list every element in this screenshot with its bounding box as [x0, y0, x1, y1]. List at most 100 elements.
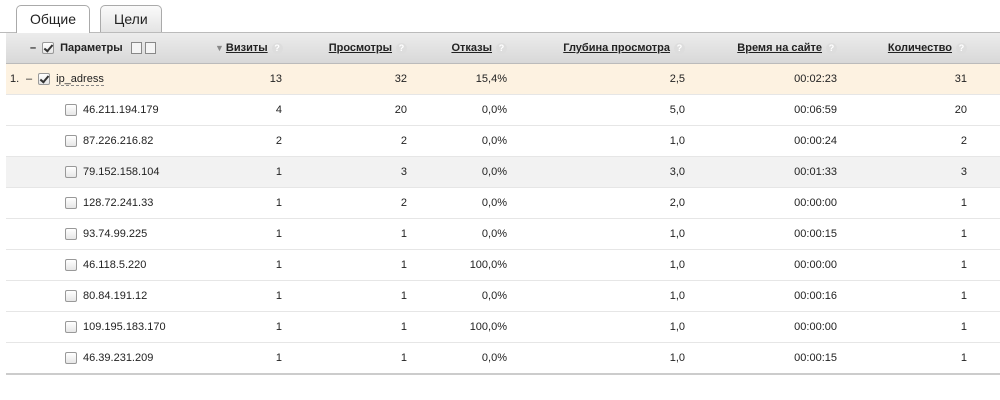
collapse-toggle[interactable]: – [30, 41, 37, 54]
spacer [975, 218, 1000, 250]
column-label[interactable]: Визиты [215, 42, 283, 54]
value-cell: 00:00:24 [693, 125, 845, 157]
spacer [975, 280, 1000, 312]
row-label: 80.84.191.12 [83, 289, 148, 302]
row-label: 128.72.241.33 [83, 196, 154, 209]
param-cell: 87.226.216.82 [6, 125, 215, 157]
checkbox[interactable] [65, 104, 77, 117]
row-index: 1. [10, 72, 20, 85]
value-cell: 0,0% [415, 280, 515, 312]
data-row: 46.39.231.209 1 1 0,0% 1,0 00:00:15 1 [6, 342, 1000, 375]
value-cell: 1 [845, 311, 975, 343]
value-cell: 0,0% [415, 342, 515, 375]
value-cell: 0,0% [415, 218, 515, 250]
param-cell: 93.74.99.225 [6, 218, 215, 250]
group-label[interactable]: ip_adress [56, 72, 104, 86]
data-row: 46.118.5.220 1 1 100,0% 1,0 00:00:00 1 [6, 249, 1000, 281]
value-cell: 0,0% [415, 156, 515, 188]
checkbox[interactable] [65, 166, 77, 179]
checkbox[interactable] [65, 352, 77, 365]
value-cell: 1,0 [515, 280, 693, 312]
value-cell: 1 [215, 342, 290, 375]
value-cell: 1 [845, 280, 975, 312]
value-cell: 1 [290, 280, 415, 312]
tab[interactable]: Общие [16, 5, 91, 33]
value-cell: 00:02:23 [693, 63, 845, 95]
checkbox[interactable] [65, 228, 77, 241]
spacer [975, 156, 1000, 188]
value-cell: 00:00:00 [693, 187, 845, 219]
column-label[interactable]: Глубина просмотра [563, 42, 685, 54]
tab[interactable]: Цели [100, 5, 162, 32]
value-cell: 3,0 [515, 156, 693, 188]
value-cell: 1,0 [515, 218, 693, 250]
param-cell: 46.211.194.179 [6, 94, 215, 126]
value-cell: 0,0% [415, 187, 515, 219]
value-cell: 1 [215, 187, 290, 219]
param-cell: 80.84.191.12 [6, 280, 215, 312]
icon [144, 42, 156, 55]
value-cell: 1,0 [515, 125, 693, 157]
value-cell: 2 [290, 125, 415, 157]
checkbox[interactable] [65, 197, 77, 210]
value-cell: 100,0% [415, 311, 515, 343]
tab-bar: Общие Цели [0, 0, 1000, 33]
header-cell: Визиты [215, 33, 290, 64]
spacer [975, 94, 1000, 126]
value-cell: 20 [845, 94, 975, 126]
value-cell: 00:00:00 [693, 311, 845, 343]
row-label: 46.39.231.209 [83, 351, 154, 364]
value-cell: 1 [215, 156, 290, 188]
icon [130, 42, 142, 55]
column-label[interactable]: Время на сайте [737, 42, 837, 54]
header-row: – Параметры Визиты Просмотры Отказы Глубина п… [6, 33, 1000, 64]
checkbox[interactable] [38, 73, 51, 86]
value-cell: 1 [215, 280, 290, 312]
value-cell: 13 [215, 63, 290, 95]
value-cell: 2,0 [515, 187, 693, 219]
value-cell: 1,0 [515, 342, 693, 375]
checkbox[interactable] [65, 290, 77, 303]
value-cell: 1 [290, 249, 415, 281]
data-row: 80.84.191.12 1 1 0,0% 1,0 00:00:16 1 [6, 280, 1000, 312]
header-cell: Время на сайте [693, 33, 845, 64]
value-cell: 3 [845, 156, 975, 188]
param-cell: 46.118.5.220 [6, 249, 215, 281]
value-cell: 00:01:33 [693, 156, 845, 188]
spacer [975, 187, 1000, 219]
checkbox[interactable] [65, 321, 77, 334]
collapse-toggle[interactable]: – [26, 72, 33, 85]
value-cell: 1 [290, 342, 415, 375]
value-cell: 4 [215, 94, 290, 126]
value-cell: 100,0% [415, 249, 515, 281]
column-label[interactable]: Просмотры [329, 42, 407, 54]
data-row: 79.152.158.104 1 3 0,0% 3,0 00:01:33 3 [6, 156, 1000, 188]
value-cell: 1,0 [515, 249, 693, 281]
header-cell [975, 33, 1000, 64]
value-cell: 00:00:16 [693, 280, 845, 312]
spacer [975, 249, 1000, 281]
header-cell: Глубина просмотра [515, 33, 693, 64]
checkbox[interactable] [65, 135, 77, 148]
spacer [975, 125, 1000, 157]
value-cell: 2,5 [515, 63, 693, 95]
value-cell: 1,0 [515, 311, 693, 343]
column-label[interactable]: Количество [888, 42, 967, 54]
value-cell: 1 [215, 218, 290, 250]
value-cell: 32 [290, 63, 415, 95]
value-cell: 31 [845, 63, 975, 95]
report-table: – Параметры Визиты Просмотры Отказы Глубина п… [6, 33, 1000, 375]
value-cell: 15,4% [415, 63, 515, 95]
column-label[interactable]: Отказы [451, 42, 507, 54]
value-cell: 1 [215, 311, 290, 343]
param-cell: 109.195.183.170 [6, 311, 215, 343]
value-cell: 5,0 [515, 94, 693, 126]
data-row: 128.72.241.33 1 2 0,0% 2,0 00:00:00 1 [6, 187, 1000, 219]
value-cell: 0,0% [415, 125, 515, 157]
checkbox[interactable] [65, 259, 77, 272]
value-cell: 1 [845, 342, 975, 375]
value-cell: 00:00:00 [693, 249, 845, 281]
checkbox[interactable] [42, 42, 55, 55]
header-cell: Отказы [415, 33, 515, 64]
